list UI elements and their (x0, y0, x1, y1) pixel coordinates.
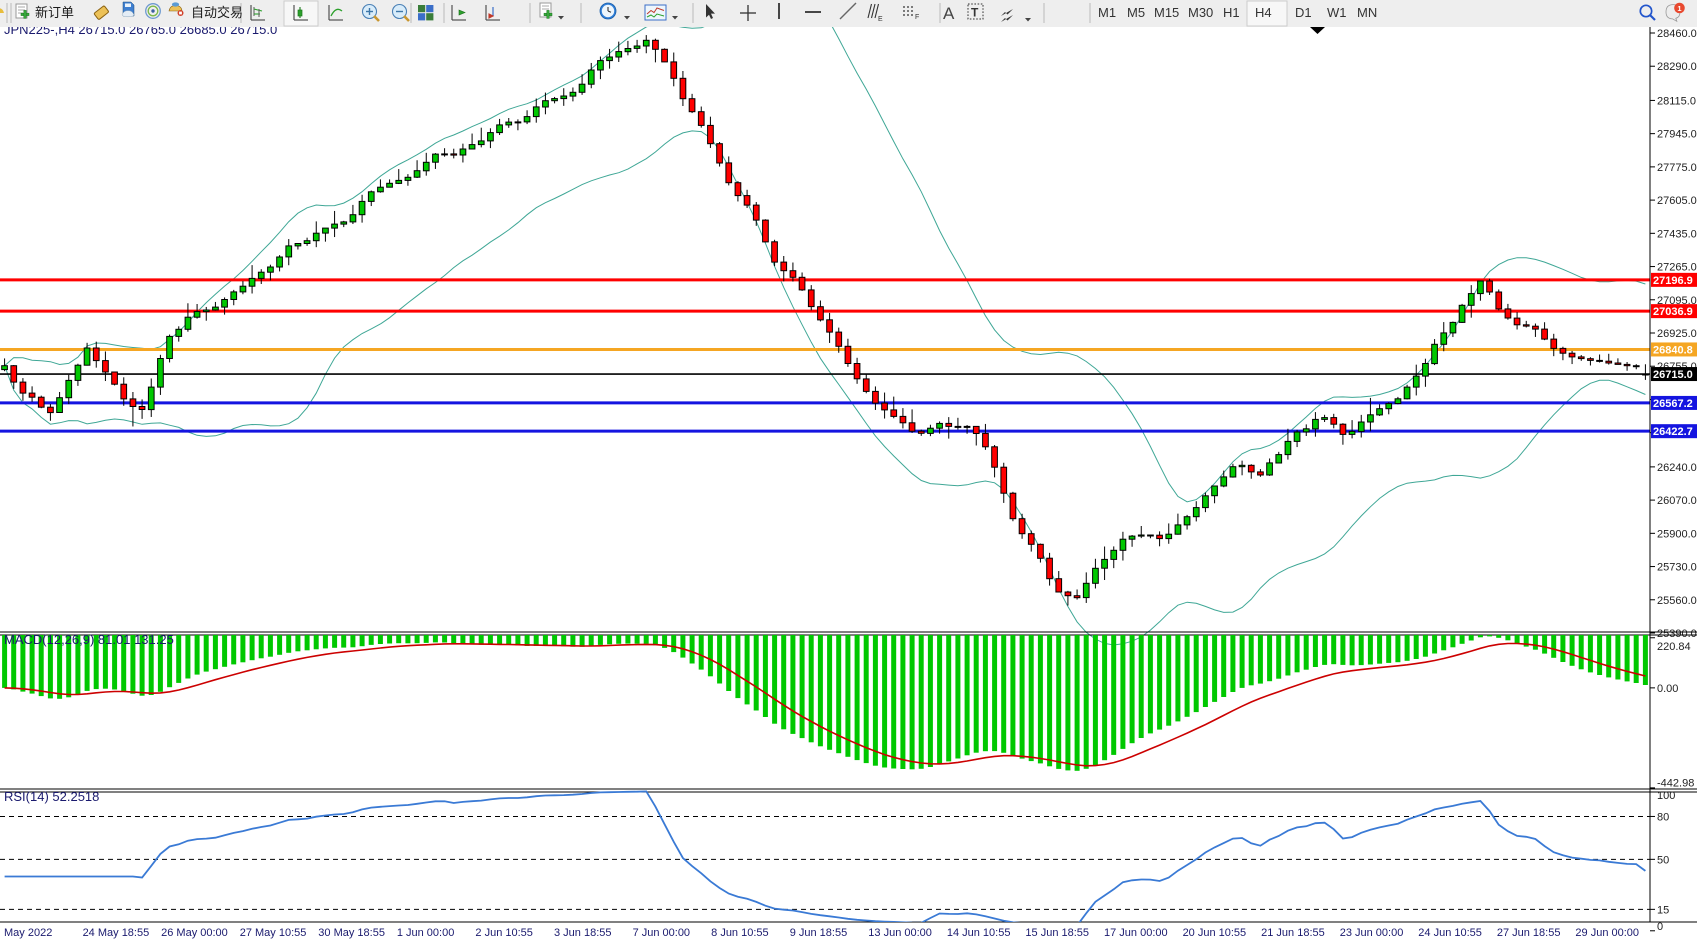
svg-text:RSI(14) 52.2518: RSI(14) 52.2518 (4, 789, 99, 804)
svg-text:26070.0: 26070.0 (1657, 495, 1697, 507)
svg-text:17 Jun 00:00: 17 Jun 00:00 (1104, 927, 1168, 939)
svg-text:25560.0: 25560.0 (1657, 595, 1697, 607)
svg-text:15: 15 (1657, 904, 1669, 916)
svg-text:H4: H4 (1255, 5, 1272, 20)
svg-text:D1: D1 (1295, 5, 1312, 20)
svg-text:21 Jun 18:55: 21 Jun 18:55 (1261, 927, 1325, 939)
svg-text:F: F (915, 14, 919, 21)
svg-text:26567.2: 26567.2 (1653, 398, 1693, 410)
svg-text:27265.0: 27265.0 (1657, 262, 1697, 274)
svg-text:MN: MN (1357, 5, 1377, 20)
svg-text:28115.0: 28115.0 (1657, 95, 1696, 107)
svg-text:1 Jun 00:00: 1 Jun 00:00 (397, 927, 455, 939)
svg-text:14 Jun 10:55: 14 Jun 10:55 (947, 927, 1011, 939)
svg-text:13 Jun 00:00: 13 Jun 00:00 (868, 927, 932, 939)
svg-text:15 Jun 18:55: 15 Jun 18:55 (1025, 927, 1089, 939)
svg-text:M30: M30 (1188, 5, 1213, 20)
svg-text:100: 100 (1657, 790, 1675, 802)
svg-text:0: 0 (1657, 921, 1663, 933)
svg-text:MACD(12,26,9) 81.01 131.25: MACD(12,26,9) 81.01 131.25 (4, 632, 174, 647)
svg-text:3 Jun 18:55: 3 Jun 18:55 (554, 927, 612, 939)
svg-text:80: 80 (1657, 811, 1669, 823)
svg-text:-442.98: -442.98 (1657, 777, 1694, 789)
svg-text:0.00: 0.00 (1657, 683, 1678, 695)
svg-text:27196.9: 27196.9 (1653, 275, 1693, 287)
svg-text:26 May 00:00: 26 May 00:00 (161, 927, 228, 939)
svg-text:W1: W1 (1327, 5, 1347, 20)
svg-text:7 Jun 00:00: 7 Jun 00:00 (633, 927, 691, 939)
svg-text:E: E (878, 16, 883, 23)
svg-text:24 Jun 10:55: 24 Jun 10:55 (1418, 927, 1482, 939)
svg-text:20 Jun 10:55: 20 Jun 10:55 (1183, 927, 1247, 939)
svg-text:27435.0: 27435.0 (1657, 228, 1697, 240)
svg-text:28460.0: 28460.0 (1657, 28, 1697, 40)
svg-text:27 May 10:55: 27 May 10:55 (240, 927, 307, 939)
svg-text:M1: M1 (1098, 5, 1116, 20)
svg-text:JPN225-,H4 26715.0 26765.0 26: JPN225-,H4 26715.0 26765.0 26685.0 26715… (4, 27, 277, 37)
svg-text:26840.8: 26840.8 (1653, 344, 1693, 356)
svg-text:自动交易: 自动交易 (191, 5, 243, 20)
svg-text:M5: M5 (1127, 5, 1145, 20)
svg-text:27036.9: 27036.9 (1653, 306, 1693, 318)
svg-text:A: A (943, 4, 955, 23)
svg-text:25390.0: 25390.0 (1657, 628, 1697, 640)
svg-text:29 Jun 00:00: 29 Jun 00:00 (1575, 927, 1639, 939)
svg-text:H1: H1 (1223, 5, 1240, 20)
svg-text:24 May 18:55: 24 May 18:55 (83, 927, 150, 939)
svg-text:9 Jun 18:55: 9 Jun 18:55 (790, 927, 848, 939)
svg-text:30 May 18:55: 30 May 18:55 (318, 927, 385, 939)
svg-text:220.84: 220.84 (1657, 641, 1691, 653)
svg-text:May 2022: May 2022 (4, 927, 52, 939)
svg-text:8 Jun 10:55: 8 Jun 10:55 (711, 927, 769, 939)
svg-text:27605.0: 27605.0 (1657, 195, 1697, 207)
svg-text:28290.0: 28290.0 (1657, 61, 1697, 73)
svg-text:25730.0: 25730.0 (1657, 562, 1697, 574)
svg-text:26715.0: 26715.0 (1653, 369, 1693, 381)
svg-text:T: T (971, 6, 979, 20)
svg-text:25900.0: 25900.0 (1657, 528, 1697, 540)
svg-text:新订单: 新订单 (35, 5, 74, 20)
svg-text:23 Jun 00:00: 23 Jun 00:00 (1340, 927, 1404, 939)
svg-text:26925.0: 26925.0 (1657, 328, 1697, 340)
svg-text:27945.0: 27945.0 (1657, 129, 1697, 141)
svg-text:M15: M15 (1154, 5, 1179, 20)
svg-text:2 Jun 10:55: 2 Jun 10:55 (475, 927, 533, 939)
svg-text:26422.7: 26422.7 (1653, 426, 1693, 438)
svg-text:27775.0: 27775.0 (1657, 162, 1697, 174)
svg-text:1: 1 (1677, 4, 1681, 13)
svg-text:27 Jun 18:55: 27 Jun 18:55 (1497, 927, 1561, 939)
svg-text:50: 50 (1657, 854, 1669, 866)
svg-text:26240.0: 26240.0 (1657, 462, 1697, 474)
